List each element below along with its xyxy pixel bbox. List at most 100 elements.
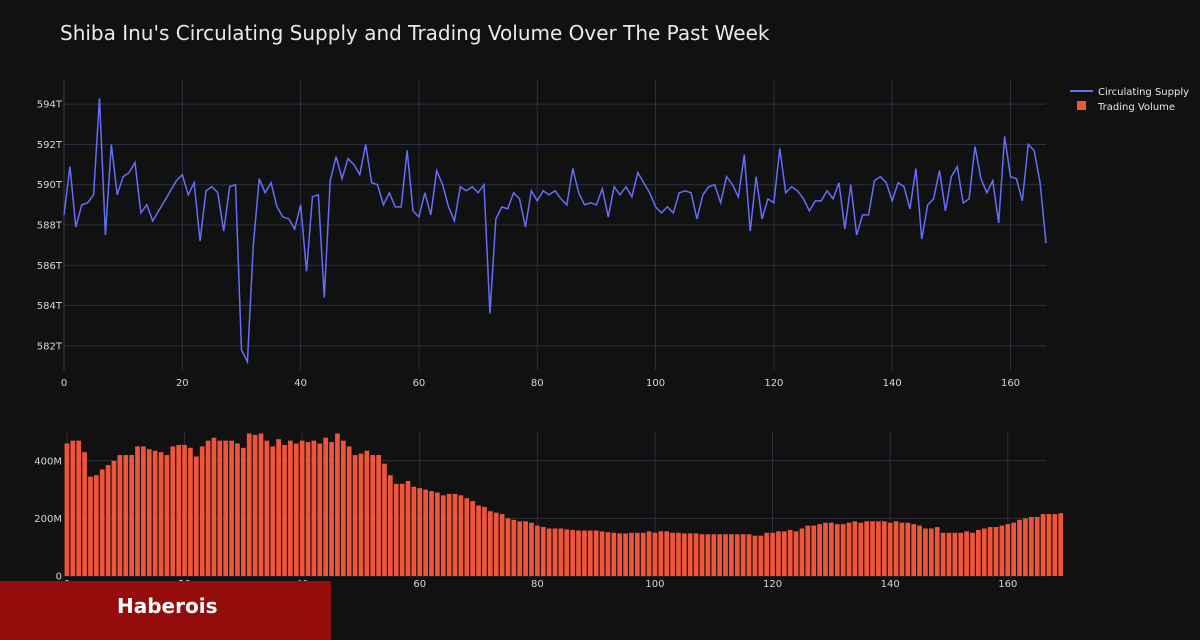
volume-bar bbox=[634, 532, 640, 576]
volume-bar bbox=[1005, 524, 1011, 576]
volume-bar bbox=[970, 532, 975, 576]
volume-bar bbox=[188, 447, 193, 576]
volume-bar bbox=[864, 521, 869, 576]
volume-bar bbox=[399, 483, 405, 576]
volume-bar bbox=[646, 531, 652, 576]
volume-x-tick-label: 60 bbox=[413, 579, 426, 590]
volume-bar bbox=[170, 446, 176, 576]
volume-bar bbox=[617, 533, 623, 576]
volume-bar bbox=[793, 531, 799, 576]
volume-bar bbox=[258, 433, 264, 576]
volume-bar bbox=[876, 521, 881, 576]
volume-bar bbox=[93, 475, 99, 576]
volume-bar bbox=[834, 524, 840, 576]
volume-bar bbox=[540, 527, 546, 576]
volume-bar bbox=[840, 524, 846, 576]
volume-bar bbox=[535, 525, 540, 576]
volume-bar bbox=[241, 447, 246, 576]
volume-bar bbox=[764, 532, 770, 576]
volume-bar bbox=[417, 488, 423, 576]
volume-bar bbox=[335, 433, 340, 576]
volume-bar bbox=[893, 521, 899, 576]
volume-bar bbox=[88, 476, 93, 576]
volume-bar bbox=[270, 446, 276, 576]
volume-bar bbox=[1040, 514, 1046, 576]
volume-bar bbox=[640, 532, 646, 576]
volume-bar bbox=[523, 521, 528, 576]
volume-bar bbox=[981, 528, 987, 576]
volume-bar bbox=[870, 521, 875, 576]
supply-series-line bbox=[63, 98, 1047, 365]
volume-bar bbox=[499, 514, 505, 576]
volume-bar bbox=[129, 455, 134, 576]
volume-x-tick-label: 80 bbox=[531, 579, 544, 590]
volume-bar bbox=[940, 532, 946, 576]
volume-bar bbox=[693, 533, 699, 576]
volume-bar bbox=[805, 525, 811, 576]
volume-x-tick-label: 160 bbox=[998, 579, 1017, 590]
volume-bar bbox=[323, 437, 329, 576]
volume-bar bbox=[211, 437, 217, 576]
volume-bar bbox=[311, 440, 317, 576]
volume-bar bbox=[734, 534, 740, 576]
volume-bar bbox=[482, 506, 487, 576]
volume-bar bbox=[776, 531, 781, 576]
volume-bar bbox=[370, 455, 376, 576]
volume-bar bbox=[440, 495, 446, 576]
supply-x-tick-label: 120 bbox=[764, 378, 783, 389]
volume-bar bbox=[1017, 519, 1022, 576]
volume-bar bbox=[358, 453, 364, 576]
volume-bar bbox=[552, 528, 558, 576]
volume-bar bbox=[817, 524, 822, 576]
volume-bar bbox=[670, 532, 675, 576]
volume-bar bbox=[364, 450, 370, 576]
volume-bar bbox=[576, 530, 581, 576]
supply-axes: 582T 584T 586T 588T 590T 592T 594T 0 20 40 60 80 100… bbox=[37, 100, 1020, 389]
volume-bar bbox=[317, 443, 323, 576]
volume-bar bbox=[1034, 516, 1040, 576]
volume-bar bbox=[1028, 516, 1034, 576]
volume-bar bbox=[64, 443, 70, 576]
volume-bar bbox=[823, 522, 828, 576]
volume-bar bbox=[658, 531, 664, 576]
volume-bar bbox=[976, 529, 981, 576]
volume-bar bbox=[676, 532, 681, 576]
volume-bar bbox=[964, 531, 969, 576]
volume-bar bbox=[699, 534, 705, 576]
volume-bar bbox=[329, 442, 334, 576]
volume-bar bbox=[829, 522, 834, 576]
volume-bar bbox=[770, 532, 775, 576]
supply-y-tick-label: 592T bbox=[37, 140, 63, 151]
volume-bar bbox=[917, 525, 922, 576]
volume-bar bbox=[746, 534, 752, 576]
volume-bar bbox=[558, 528, 564, 576]
watermark-banner: Haberois bbox=[0, 581, 331, 640]
volume-bar bbox=[958, 532, 964, 576]
volume-bar bbox=[164, 455, 170, 576]
volume-bar bbox=[623, 533, 628, 576]
volume-bar bbox=[993, 527, 999, 576]
volume-bar bbox=[952, 532, 958, 576]
volume-bar bbox=[299, 440, 305, 576]
volume-bar bbox=[76, 440, 82, 576]
volume-bar bbox=[811, 525, 817, 576]
volume-x-tick-label: 140 bbox=[881, 579, 900, 590]
volume-bar bbox=[405, 480, 411, 576]
volume-bar bbox=[141, 446, 146, 576]
volume-x-tick-label: 100 bbox=[645, 579, 664, 590]
volume-bar bbox=[117, 455, 123, 576]
supply-x-tick-label: 0 bbox=[61, 378, 67, 389]
volume-bar bbox=[652, 532, 658, 576]
volume-bar bbox=[382, 463, 387, 576]
legend-volume-swatch bbox=[1077, 101, 1086, 110]
volume-bar bbox=[740, 534, 746, 576]
volume-y-tick-label: 0 bbox=[56, 572, 62, 583]
supply-y-tick-label: 590T bbox=[37, 180, 63, 191]
volume-bar bbox=[599, 531, 605, 576]
volume-bar bbox=[1011, 522, 1017, 576]
volume-bar bbox=[587, 530, 593, 576]
volume-bar bbox=[1058, 513, 1064, 576]
volume-bar bbox=[340, 440, 346, 576]
volume-bar bbox=[352, 455, 358, 576]
volume-bar bbox=[529, 522, 534, 576]
